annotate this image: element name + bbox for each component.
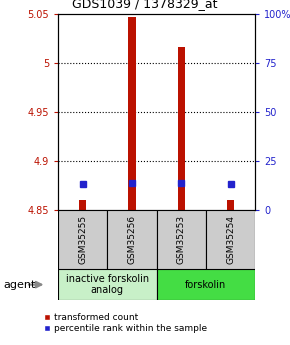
Bar	[107, 210, 157, 269]
Bar	[58, 210, 107, 269]
Legend: transformed count, percentile rank within the sample: transformed count, percentile rank withi…	[39, 309, 211, 337]
Text: GSM35256: GSM35256	[127, 215, 137, 264]
Bar	[157, 269, 255, 300]
Bar	[58, 269, 157, 300]
Text: GSM35254: GSM35254	[226, 215, 235, 264]
Bar	[206, 210, 255, 269]
Bar	[157, 210, 206, 269]
Text: GDS1039 / 1378329_at: GDS1039 / 1378329_at	[72, 0, 218, 10]
Text: inactive forskolin
analog: inactive forskolin analog	[66, 274, 149, 295]
Bar	[128, 17, 136, 210]
Text: forskolin: forskolin	[185, 280, 226, 289]
Text: agent: agent	[3, 280, 35, 289]
Bar	[177, 47, 185, 210]
Bar	[227, 200, 234, 210]
Text: GSM35255: GSM35255	[78, 215, 87, 264]
Text: GSM35253: GSM35253	[177, 215, 186, 264]
Bar	[79, 200, 86, 210]
